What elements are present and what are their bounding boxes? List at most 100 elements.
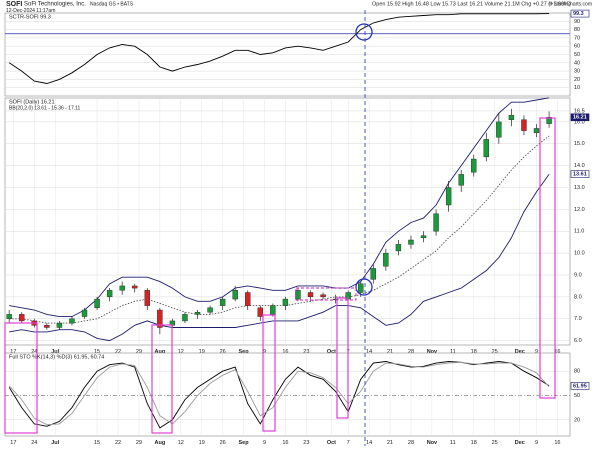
x-tick-label: 16 — [282, 349, 288, 355]
x-tick-label: 9 — [263, 349, 266, 355]
x-tick-label: 16 — [554, 440, 560, 446]
x-tick-label: 26 — [220, 440, 226, 446]
x-tick-label: Aug — [155, 440, 166, 446]
x-tick-label: 9 — [535, 349, 538, 355]
x-tick-label: 22 — [115, 440, 121, 446]
candle-body — [521, 119, 527, 131]
x-tick-label: Dec — [515, 349, 525, 355]
x-tick-label: 15 — [94, 440, 100, 446]
series-line — [8, 361, 550, 426]
candle-body — [420, 235, 427, 239]
x-tick-label: Sep — [239, 440, 250, 446]
x-tick-label: 14 — [366, 349, 372, 355]
x-tick-label: Oct — [327, 349, 336, 355]
y-tick-label: 30 — [574, 69, 580, 75]
candle-body — [445, 187, 452, 206]
y-tick-label: 20 — [574, 77, 580, 83]
x-tick-label: 16 — [282, 440, 288, 446]
candle-body — [6, 314, 12, 319]
x-tick-label: 21 — [387, 440, 393, 446]
y-tick-label: 16.0 — [574, 119, 585, 125]
quote: Open 15.92 High 16.48 Low 15.73 Last 16.… — [372, 1, 571, 7]
y-tick-label: 20 — [574, 417, 580, 423]
y-tick-label: 11.0 — [574, 229, 584, 235]
candle-body — [245, 292, 251, 306]
y-tick-label: 40 — [574, 60, 580, 66]
x-tick-label: 24 — [31, 440, 37, 446]
panel-title: SOFI (Daily) 16.21 — [9, 99, 55, 105]
candle-body — [282, 298, 289, 306]
exchange: Nasdaq GS • BATS — [90, 1, 134, 7]
y-tick-label: 7.0 — [574, 316, 582, 322]
x-tick-label: 28 — [408, 349, 414, 355]
candle-body — [69, 318, 75, 324]
y-tick-label: 60 — [574, 44, 580, 50]
x-tick-label: 24 — [31, 349, 37, 355]
annotations — [4, 10, 556, 446]
x-tick-label: 23 — [303, 349, 309, 355]
x-tick-label: Nov — [427, 440, 438, 446]
candle-body — [471, 158, 477, 173]
value-box — [570, 9, 590, 18]
y-tick-label: 14.0 — [574, 163, 585, 169]
x-tick-label: 17 — [10, 440, 16, 446]
value-box-label: 16.21 — [573, 115, 587, 121]
highlight-circle — [355, 278, 373, 296]
x-tick-label: 11 — [450, 349, 456, 355]
y-tick-label: 8.0 — [574, 294, 582, 300]
candle-body — [546, 117, 552, 124]
highlight-box — [151, 324, 173, 434]
candle-body — [483, 139, 489, 158]
highlight-box — [295, 287, 357, 301]
panel — [4, 352, 571, 437]
x-tick-label: Dec — [515, 440, 525, 446]
candle-body — [508, 115, 515, 120]
x-tick-label: 25 — [492, 440, 498, 446]
x-tick-label: 9 — [263, 440, 266, 446]
candle-body — [533, 128, 540, 134]
y-tick-label: 10.0 — [574, 251, 585, 257]
x-tick-label: 11 — [450, 440, 456, 446]
x-tick-label: 12 — [178, 349, 184, 355]
highlight-box — [262, 314, 276, 432]
value-box-label: 61.95 — [573, 383, 587, 389]
candle-body — [132, 285, 138, 289]
x-tick-label: Jul — [51, 440, 59, 446]
candle-body — [219, 298, 226, 306]
x-tick-label: 18 — [471, 349, 477, 355]
candle-body — [257, 307, 263, 317]
x-tick-label: 29 — [136, 349, 142, 355]
x-tick-label: 7 — [347, 440, 350, 446]
x-tick-label: Jul — [51, 349, 59, 355]
y-tick-label: 90 — [574, 19, 580, 25]
series-line — [9, 97, 550, 318]
candle-body — [370, 268, 376, 280]
x-tick-label: 26 — [220, 349, 226, 355]
x-tick-label: 19 — [199, 349, 205, 355]
candle-body — [94, 298, 100, 309]
credit: © StockCharts.com — [549, 0, 592, 7]
x-tick-label: Sep — [239, 349, 250, 355]
candle-body — [119, 285, 125, 291]
x-tick-label: 29 — [136, 440, 142, 446]
candle-body — [408, 239, 414, 245]
candle-body — [383, 252, 389, 267]
highlight-circle — [355, 23, 373, 41]
x-tick-label: 28 — [408, 440, 414, 446]
candle-body — [270, 305, 276, 315]
x-tick-label: Nov — [427, 349, 438, 355]
company: SoFi Technologies, Inc. — [24, 2, 86, 8]
y-tick-label: 9.0 — [574, 272, 582, 278]
y-tick-label: 80 — [574, 369, 580, 375]
x-tick-label: 23 — [303, 440, 309, 446]
candle-body — [144, 290, 150, 306]
candle-body — [496, 121, 502, 138]
candle-body — [106, 290, 113, 298]
y-tick-label: 6.0 — [574, 338, 582, 344]
date: 12-Dec-2024 11:17am — [6, 8, 55, 14]
x-tick-label: 21 — [387, 349, 393, 355]
x-tick-label: 14 — [366, 440, 372, 446]
candle-body — [194, 311, 201, 315]
y-tick-label: 13.0 — [574, 185, 585, 191]
highlight-box — [336, 297, 349, 419]
